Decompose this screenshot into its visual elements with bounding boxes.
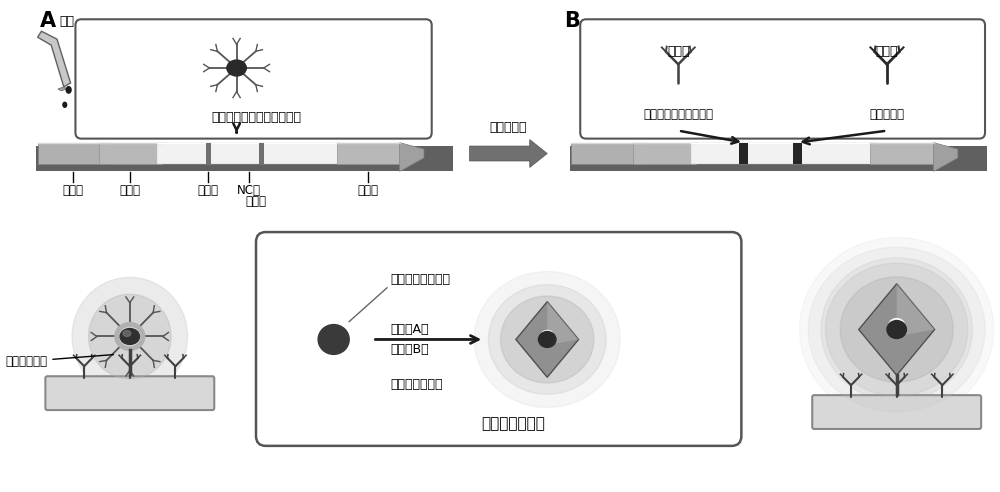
Text: 吸水纸: 吸水纸 (357, 184, 378, 197)
FancyBboxPatch shape (580, 19, 985, 139)
Ellipse shape (474, 272, 620, 407)
Ellipse shape (501, 296, 594, 383)
Bar (157, 143, 341, 164)
Text: 单增李斯特菌: 单增李斯特菌 (5, 355, 113, 368)
Bar (570, 146, 987, 171)
Bar (691, 143, 875, 164)
Text: 质控线: 质控线 (876, 45, 898, 58)
Text: 样本垫: 样本垫 (62, 184, 83, 197)
Ellipse shape (318, 325, 349, 354)
Ellipse shape (800, 238, 994, 422)
Text: 单增李斯特菌捕获抗体: 单增李斯特菌捕获抗体 (643, 108, 713, 121)
Ellipse shape (541, 331, 554, 341)
Ellipse shape (840, 277, 953, 382)
Bar (206, 143, 211, 164)
Ellipse shape (808, 247, 985, 412)
Ellipse shape (63, 102, 67, 107)
Polygon shape (934, 143, 958, 171)
Text: B: B (564, 11, 580, 31)
FancyBboxPatch shape (256, 232, 741, 446)
Polygon shape (516, 302, 579, 377)
Ellipse shape (72, 277, 188, 396)
Bar (870, 143, 934, 164)
Ellipse shape (89, 294, 171, 379)
Text: 可控金生长: 可控金生长 (490, 121, 527, 134)
Bar (38, 143, 110, 164)
Ellipse shape (227, 60, 246, 76)
Ellipse shape (538, 332, 556, 347)
Text: 质控线: 质控线 (246, 195, 267, 208)
Bar (571, 143, 644, 164)
Bar (99, 143, 162, 164)
Bar (739, 143, 748, 164)
Text: 柠檬酸包被胶体金: 柠檬酸包被胶体金 (390, 273, 450, 286)
Polygon shape (859, 284, 935, 375)
Text: 检测线: 检测线 (667, 45, 690, 58)
Text: 金纳米粒子壳层: 金纳米粒子壳层 (390, 378, 442, 391)
Ellipse shape (120, 328, 140, 345)
Polygon shape (38, 31, 71, 87)
Text: 加样: 加样 (59, 15, 74, 29)
Bar (259, 143, 264, 164)
Text: A: A (40, 11, 56, 31)
Text: 羊抗鼠二抗: 羊抗鼠二抗 (869, 108, 904, 121)
Text: NC膜: NC膜 (237, 184, 261, 197)
Ellipse shape (889, 318, 904, 331)
Ellipse shape (887, 321, 906, 338)
Polygon shape (58, 87, 67, 91)
Bar (633, 143, 696, 164)
Text: 金生长B液: 金生长B液 (390, 343, 429, 356)
Text: 金标单增李斯特菌检测抗体: 金标单增李斯特菌检测抗体 (211, 111, 301, 124)
Bar (793, 143, 802, 164)
Bar (337, 143, 400, 164)
Polygon shape (400, 143, 424, 171)
Text: 金生长A液: 金生长A液 (390, 323, 428, 336)
FancyBboxPatch shape (812, 395, 981, 429)
Polygon shape (897, 284, 935, 337)
Ellipse shape (115, 323, 145, 350)
Ellipse shape (120, 329, 140, 344)
Ellipse shape (66, 87, 71, 93)
Ellipse shape (123, 331, 131, 337)
Polygon shape (547, 302, 579, 345)
Bar (36, 146, 453, 171)
Text: 结合垫: 结合垫 (119, 184, 140, 197)
FancyBboxPatch shape (45, 376, 214, 410)
Text: 可控金生长过程: 可控金生长过程 (481, 416, 545, 431)
Ellipse shape (488, 285, 606, 394)
Polygon shape (470, 140, 547, 167)
Text: 检测线: 检测线 (198, 184, 219, 197)
Ellipse shape (821, 258, 972, 401)
FancyBboxPatch shape (75, 19, 432, 139)
Ellipse shape (825, 263, 968, 396)
